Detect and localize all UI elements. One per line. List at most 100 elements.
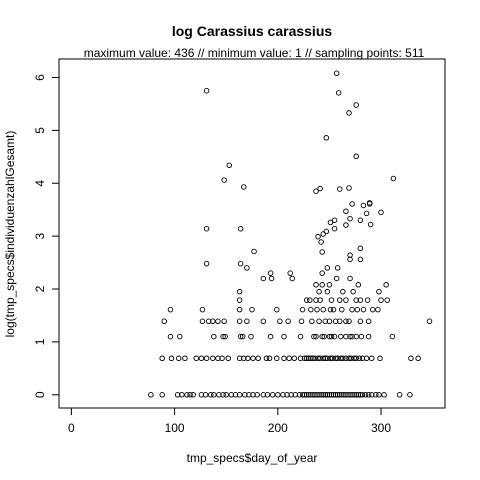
data-point [338, 355, 344, 362]
data-point [353, 333, 359, 340]
data-point [222, 333, 228, 340]
data-point [349, 201, 355, 207]
data-point [327, 306, 334, 313]
data-point [332, 392, 339, 398]
data-point [210, 355, 216, 362]
data-point [236, 355, 243, 362]
data-point [269, 392, 276, 398]
data-point [321, 333, 327, 340]
data-point [299, 306, 306, 313]
data-point [349, 392, 355, 398]
data-point [228, 392, 235, 398]
data-point [211, 333, 217, 340]
data-point [291, 355, 298, 362]
data-point [310, 392, 316, 398]
data-point [368, 392, 375, 398]
data-point [336, 392, 343, 398]
data-point [356, 355, 363, 362]
data-point [330, 306, 337, 313]
data-point [359, 392, 366, 398]
data-point [236, 306, 243, 313]
data-point [264, 392, 271, 398]
data-point [266, 355, 273, 362]
y-tick-label: 3 [33, 232, 47, 239]
data-point [193, 355, 200, 362]
data-point [308, 392, 314, 398]
data-point [363, 210, 370, 217]
data-point [198, 355, 205, 362]
data-point [343, 333, 349, 340]
data-point [349, 306, 355, 313]
data-point [348, 355, 354, 362]
data-point [358, 333, 365, 340]
data-point [175, 355, 182, 362]
data-point [187, 392, 193, 398]
data-point [312, 355, 318, 362]
data-point [340, 355, 346, 362]
data-point [353, 297, 359, 303]
data-point [219, 355, 225, 362]
data-point [240, 184, 247, 190]
data-point [268, 275, 275, 282]
data-point [318, 239, 324, 245]
chart-title: log Carassius carassius [172, 23, 333, 39]
data-point [286, 355, 292, 362]
data-point [168, 355, 175, 362]
data-point [340, 288, 346, 295]
data-point [332, 318, 339, 325]
data-point [309, 318, 315, 325]
data-point [335, 90, 342, 96]
data-point [236, 297, 243, 303]
data-point [251, 248, 257, 255]
data-point [316, 392, 322, 398]
data-point [203, 260, 210, 267]
data-point [331, 217, 338, 224]
data-point [381, 392, 387, 398]
data-point [236, 318, 243, 325]
data-point [363, 355, 370, 362]
data-points [148, 70, 433, 398]
data-point [365, 333, 372, 340]
data-point [316, 288, 322, 295]
data-point [159, 355, 165, 362]
data-point [328, 392, 335, 398]
data-point [167, 306, 174, 313]
data-point [334, 265, 341, 271]
data-point [220, 392, 226, 398]
data-point [314, 306, 320, 313]
data-point [322, 392, 329, 398]
data-point [215, 318, 221, 325]
data-point [346, 110, 352, 116]
data-point [198, 392, 205, 398]
data-point [177, 333, 183, 340]
data-point [182, 355, 188, 362]
data-point [357, 392, 364, 398]
data-point [357, 318, 364, 325]
data-point [237, 333, 244, 340]
data-point [225, 355, 232, 362]
data-point [232, 392, 239, 398]
data-point [326, 333, 333, 340]
data-point [357, 256, 364, 263]
data-point [343, 392, 349, 398]
data-point [284, 392, 290, 398]
data-point [306, 392, 312, 398]
data-point [250, 392, 256, 398]
data-point [148, 392, 154, 398]
data-point [313, 333, 319, 340]
data-point [296, 392, 303, 398]
data-point [236, 288, 243, 295]
data-point [313, 282, 319, 288]
data-point [336, 297, 343, 303]
data-point [347, 333, 353, 340]
data-point [339, 392, 345, 398]
plot-frame [58, 58, 446, 409]
data-point [221, 318, 227, 325]
data-point [362, 392, 369, 398]
data-point [240, 355, 247, 362]
data-point [281, 333, 287, 340]
data-point [334, 392, 341, 398]
data-point [334, 355, 341, 362]
data-point [319, 282, 325, 288]
data-point [364, 297, 371, 303]
